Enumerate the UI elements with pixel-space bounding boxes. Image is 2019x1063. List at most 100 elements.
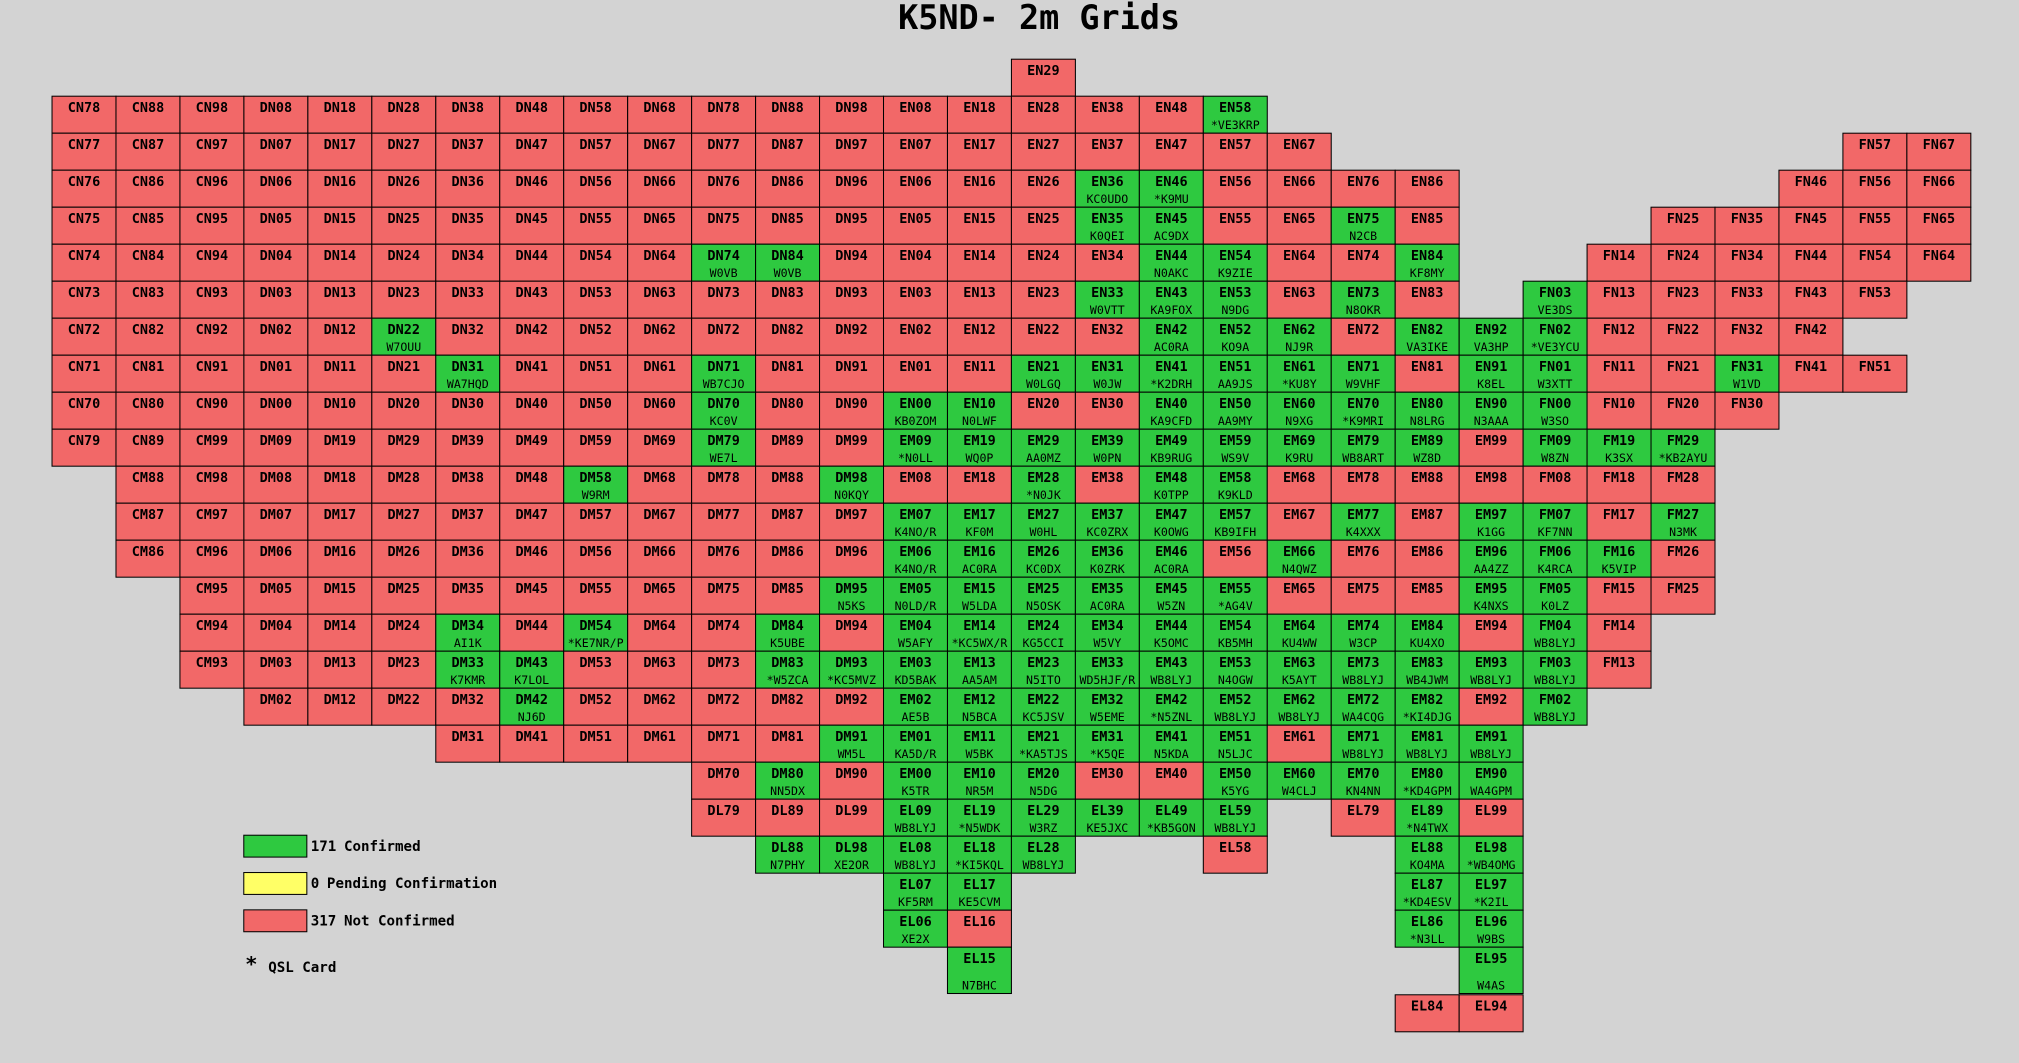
- grid-name: DL88: [771, 840, 804, 856]
- grid-name: EN83: [1411, 285, 1444, 301]
- legend-text: Confirmed: [344, 839, 421, 855]
- grid-cell: EM12 N5BCA: [946, 687, 1012, 726]
- cell-box: [1714, 243, 1780, 282]
- grid-name: DN46: [515, 174, 548, 190]
- grid-name: EN53: [1219, 285, 1252, 301]
- grid-cell: DN46: [499, 169, 565, 208]
- grid-name: EN85: [1411, 211, 1444, 227]
- cell-box: [882, 391, 948, 430]
- grid-name: EL98: [1475, 840, 1508, 856]
- cell-box: [1906, 243, 1972, 282]
- call-sign: WB8LYJ: [1278, 710, 1320, 724]
- grid-name: EM20: [1027, 766, 1060, 782]
- grid-name: EM90: [1475, 766, 1508, 782]
- legend-label: 317 Not Confirmed: [311, 913, 455, 929]
- grid-cell: CN81: [115, 354, 181, 393]
- grid-cell: CN95: [179, 206, 245, 245]
- grid-name: EM40: [1155, 766, 1188, 782]
- grid-cell: CN75: [51, 206, 117, 245]
- cell-box: [627, 724, 693, 763]
- grid-cell: EM97 K1GG: [1458, 502, 1524, 541]
- grid-name: DN85: [771, 211, 804, 227]
- grid-name: EM46: [1155, 544, 1188, 560]
- cell-box: [1138, 687, 1204, 726]
- grid-cell: EM27 W0HL: [1010, 502, 1076, 541]
- grid-cell: EN62 NJ9R: [1266, 317, 1332, 356]
- call-sign: WM5L: [838, 747, 866, 761]
- grid-name: CN82: [132, 322, 165, 338]
- call-sign: W0LGQ: [1026, 377, 1061, 391]
- cell-box: [179, 391, 245, 430]
- grid-cell: FN65: [1906, 206, 1972, 245]
- cell-box: [307, 317, 373, 356]
- grid-name: CN72: [68, 322, 101, 338]
- grid-cell: CN74: [51, 243, 117, 282]
- grid-name: DN90: [835, 396, 868, 412]
- grid-name: FN51: [1859, 359, 1892, 375]
- grid-name: EM35: [1091, 581, 1124, 597]
- grid-name: EM44: [1155, 618, 1188, 634]
- grid-name: CN96: [196, 174, 229, 190]
- grid-cell: DM36: [435, 539, 501, 578]
- cell-box: [1842, 243, 1908, 282]
- grid-cell: EL19 *N5WDK: [946, 798, 1012, 837]
- grid-cell: CN90: [179, 391, 245, 430]
- grid-name: FM02: [1539, 692, 1572, 708]
- grid-cell: DM06: [243, 539, 309, 578]
- call-sign: KB9IFH: [1214, 525, 1256, 539]
- call-sign: AA5AM: [962, 673, 997, 687]
- grid-cell: EN41 *K2DRH: [1138, 354, 1204, 393]
- grid-name: EL09: [899, 803, 932, 819]
- grid-name: DM37: [452, 507, 485, 523]
- grid-cell: FN46: [1778, 169, 1844, 208]
- grid-cell: FN00 W3SO: [1522, 391, 1588, 430]
- grid-name: EN75: [1347, 211, 1380, 227]
- cell-box: [882, 576, 948, 615]
- cell-box: [1394, 909, 1460, 948]
- grid-name: DM04: [260, 618, 293, 634]
- legend-count: 171: [311, 839, 337, 855]
- grid-cell: EN64: [1266, 243, 1332, 282]
- grid-cell: EM81 WB8LYJ: [1394, 724, 1460, 763]
- grid-name: CN92: [196, 322, 229, 338]
- grid-name: FN43: [1795, 285, 1828, 301]
- cell-box: [243, 687, 309, 726]
- grid-name: DN81: [771, 359, 804, 375]
- cell-box: [1330, 280, 1396, 319]
- grid-name: FM25: [1667, 581, 1700, 597]
- grid-cell: DM62: [627, 687, 693, 726]
- grid-name: EN60: [1283, 396, 1316, 412]
- call-sign: W9BS: [1477, 932, 1505, 946]
- grid-name: EN24: [1027, 248, 1060, 264]
- grid-name: FN11: [1603, 359, 1636, 375]
- cell-box: [371, 465, 437, 504]
- grid-cell: DN30: [435, 391, 501, 430]
- cell-box: [1330, 576, 1396, 615]
- grid-name: DN98: [835, 100, 868, 116]
- cell-box: [435, 391, 501, 430]
- call-sign: VE3DS: [1538, 303, 1573, 317]
- grid-cell: DN63: [627, 280, 693, 319]
- cell-box: [882, 243, 948, 282]
- grid-name: CM93: [196, 655, 229, 671]
- grid-cell: CM97: [179, 502, 245, 541]
- cell-box: [1458, 946, 1524, 995]
- grid-cell: DN34: [435, 243, 501, 282]
- grid-name: CN83: [132, 285, 165, 301]
- grid-name: DN05: [260, 211, 293, 227]
- grid-name: EN20: [1027, 396, 1060, 412]
- grid-cell: DN03: [243, 280, 309, 319]
- cell-box: [755, 502, 821, 541]
- grid-cell: DN16: [307, 169, 373, 208]
- grid-cell: EM42 *N5ZNL: [1138, 687, 1204, 726]
- cell-box: [1202, 539, 1268, 578]
- legend-text: Pending Confirmation: [327, 876, 497, 892]
- grid-name: FN54: [1859, 248, 1892, 264]
- grid-name: DM15: [324, 581, 357, 597]
- call-sign: *VE3KRP: [1211, 118, 1260, 132]
- grid-name: EM21: [1027, 729, 1060, 745]
- grid-cell: EN63: [1266, 280, 1332, 319]
- grid-cell: EL49 *KB5GON: [1138, 798, 1204, 837]
- grid-name: EL84: [1411, 998, 1444, 1014]
- grid-name: EM01: [899, 729, 932, 745]
